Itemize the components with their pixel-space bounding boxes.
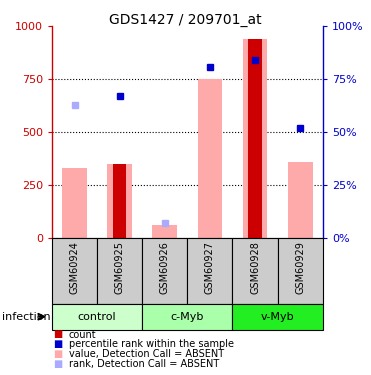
Text: ■: ■ [53, 359, 62, 369]
Bar [288, 162, 313, 238]
Text: control: control [78, 312, 116, 322]
Bar [113, 164, 127, 238]
Text: count: count [69, 330, 96, 339]
Bar [142, 304, 233, 330]
Bar [107, 164, 132, 238]
Bar [142, 238, 187, 304]
Bar [187, 238, 233, 304]
Text: ■: ■ [53, 330, 62, 339]
Text: GSM60928: GSM60928 [250, 242, 260, 294]
Text: rank, Detection Call = ABSENT: rank, Detection Call = ABSENT [69, 359, 219, 369]
Bar [62, 168, 87, 238]
Bar [52, 238, 97, 304]
Text: GDS1427 / 209701_at: GDS1427 / 209701_at [109, 13, 262, 27]
Bar [97, 238, 142, 304]
Text: infection: infection [2, 312, 50, 322]
Bar [52, 304, 142, 330]
Bar [248, 39, 262, 238]
Bar [152, 225, 177, 238]
Bar [243, 39, 267, 238]
Text: GSM60929: GSM60929 [295, 242, 305, 294]
Bar [233, 304, 323, 330]
Text: percentile rank within the sample: percentile rank within the sample [69, 339, 234, 349]
Text: ■: ■ [53, 339, 62, 349]
Text: GSM60924: GSM60924 [69, 242, 79, 294]
Text: ■: ■ [53, 349, 62, 359]
Text: GSM60927: GSM60927 [205, 242, 215, 294]
Text: v-Myb: v-Myb [261, 312, 295, 322]
Bar [278, 238, 323, 304]
Text: GSM60925: GSM60925 [115, 242, 125, 294]
Bar [197, 79, 222, 238]
Text: GSM60926: GSM60926 [160, 242, 170, 294]
Text: c-Myb: c-Myb [171, 312, 204, 322]
Text: value, Detection Call = ABSENT: value, Detection Call = ABSENT [69, 349, 224, 359]
Bar [233, 238, 278, 304]
